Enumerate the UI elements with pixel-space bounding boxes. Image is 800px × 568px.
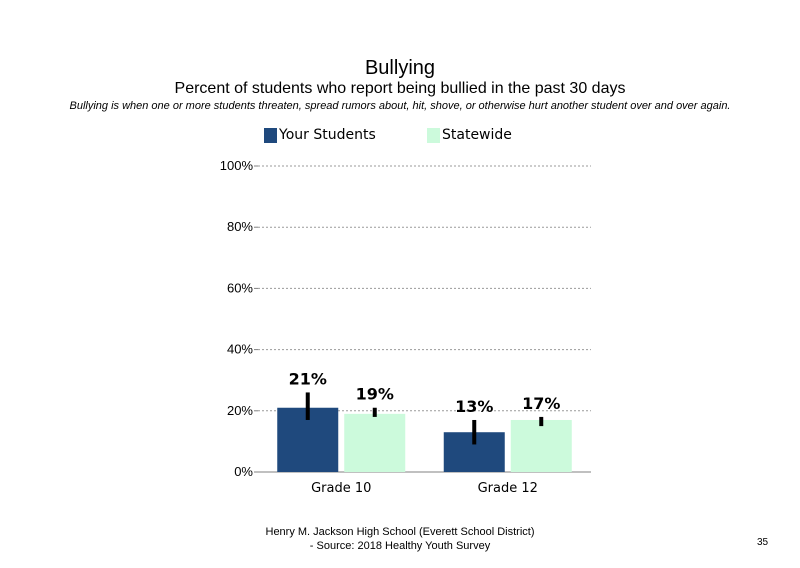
legend-item-statewide: Statewide <box>427 127 512 143</box>
x-tick-label: Grade 10 <box>311 481 371 496</box>
footer-source: - Source: 2018 Healthy Youth Survey <box>309 540 491 552</box>
bar <box>510 419 572 472</box>
x-tick-label: Grade 12 <box>478 481 538 496</box>
chart-subtitle: Percent of students who report being bul… <box>174 80 626 97</box>
y-tick-label: 40% <box>227 342 253 357</box>
legend-swatch-your-students <box>264 127 277 143</box>
legend-label-your-students: Your Students <box>279 127 376 143</box>
data-label: 21% <box>289 369 327 388</box>
page-number: 35 <box>757 537 769 548</box>
legend-label-statewide: Statewide <box>442 127 512 143</box>
legend-swatch-statewide <box>427 127 440 143</box>
data-label: 17% <box>522 394 560 413</box>
y-tick-label: 0% <box>234 464 253 479</box>
data-label: 13% <box>455 397 493 416</box>
data-label: 19% <box>356 385 394 404</box>
chart-note: Bullying is when one or more students th… <box>69 100 731 112</box>
y-tick-label: 60% <box>227 280 253 295</box>
bar <box>344 413 406 472</box>
y-tick-label: 100% <box>220 158 254 173</box>
y-tick-label: 20% <box>227 403 253 418</box>
legend-item-your-students: Your Students <box>264 127 376 143</box>
chart-title: Bullying <box>364 57 436 79</box>
footer-school: Henry M. Jackson High School (Everett Sc… <box>265 526 535 538</box>
legend: Your Students Statewide <box>0 127 800 145</box>
y-tick-label: 80% <box>227 219 253 234</box>
